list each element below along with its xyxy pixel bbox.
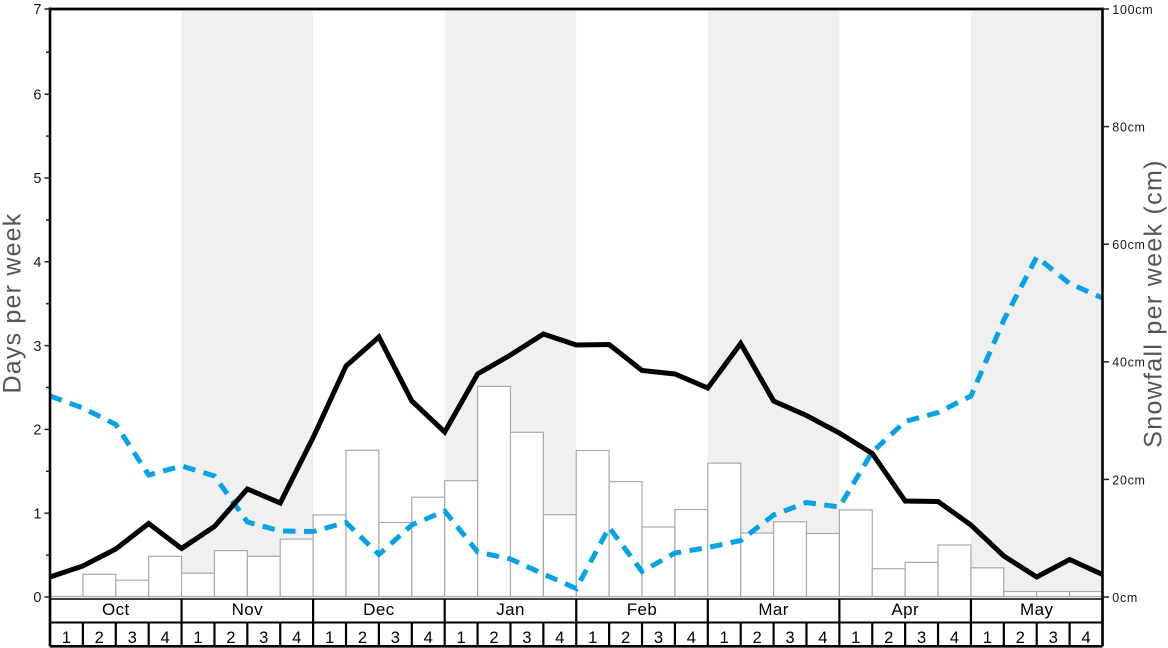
svg-text:2: 2: [1016, 628, 1025, 647]
svg-text:2: 2: [358, 628, 367, 647]
svg-text:4: 4: [950, 628, 959, 647]
svg-text:1: 1: [851, 628, 860, 647]
svg-text:Snowfall per week (cm): Snowfall per week (cm): [1140, 159, 1168, 447]
svg-text:2: 2: [884, 628, 893, 647]
svg-text:Oct: Oct: [102, 600, 130, 619]
svg-text:4: 4: [424, 628, 433, 647]
svg-text:Jan: Jan: [496, 600, 525, 619]
svg-text:80cm: 80cm: [1112, 121, 1145, 135]
svg-text:Days per week: Days per week: [0, 213, 27, 394]
svg-text:Apr: Apr: [891, 600, 919, 619]
svg-text:4: 4: [160, 628, 169, 647]
svg-text:2: 2: [33, 423, 41, 439]
svg-text:5: 5: [33, 171, 41, 187]
svg-text:1: 1: [62, 628, 71, 647]
svg-text:2: 2: [489, 628, 498, 647]
svg-text:3: 3: [391, 628, 400, 647]
svg-text:0cm: 0cm: [1112, 591, 1138, 605]
svg-text:4: 4: [33, 255, 41, 271]
svg-text:May: May: [1020, 600, 1053, 619]
svg-text:3: 3: [1049, 628, 1058, 647]
svg-text:40cm: 40cm: [1112, 356, 1145, 370]
svg-text:20cm: 20cm: [1112, 473, 1145, 487]
svg-text:3: 3: [128, 628, 137, 647]
svg-text:60cm: 60cm: [1112, 238, 1145, 252]
svg-text:2: 2: [95, 628, 104, 647]
svg-text:3: 3: [654, 628, 663, 647]
svg-text:4: 4: [1081, 628, 1090, 647]
svg-text:3: 3: [917, 628, 926, 647]
svg-text:2: 2: [621, 628, 630, 647]
svg-text:100cm: 100cm: [1112, 3, 1153, 17]
svg-text:4: 4: [687, 628, 696, 647]
svg-text:4: 4: [818, 628, 827, 647]
svg-text:1: 1: [325, 628, 334, 647]
svg-text:6: 6: [33, 87, 41, 103]
svg-text:3: 3: [522, 628, 531, 647]
svg-text:1: 1: [983, 628, 992, 647]
svg-text:1: 1: [193, 628, 202, 647]
svg-text:2: 2: [752, 628, 761, 647]
svg-text:2: 2: [226, 628, 235, 647]
svg-text:3: 3: [259, 628, 268, 647]
svg-text:1: 1: [720, 628, 729, 647]
svg-text:Mar: Mar: [758, 600, 788, 619]
svg-text:3: 3: [33, 339, 41, 355]
svg-text:Nov: Nov: [232, 600, 264, 619]
svg-text:0: 0: [33, 590, 41, 606]
svg-text:1: 1: [456, 628, 465, 647]
svg-text:Feb: Feb: [627, 600, 658, 619]
svg-text:4: 4: [555, 628, 564, 647]
svg-text:1: 1: [588, 628, 597, 647]
svg-text:4: 4: [292, 628, 301, 647]
svg-text:7: 7: [33, 2, 41, 18]
svg-text:3: 3: [785, 628, 794, 647]
svg-text:1: 1: [33, 506, 41, 522]
svg-text:Dec: Dec: [363, 600, 395, 619]
